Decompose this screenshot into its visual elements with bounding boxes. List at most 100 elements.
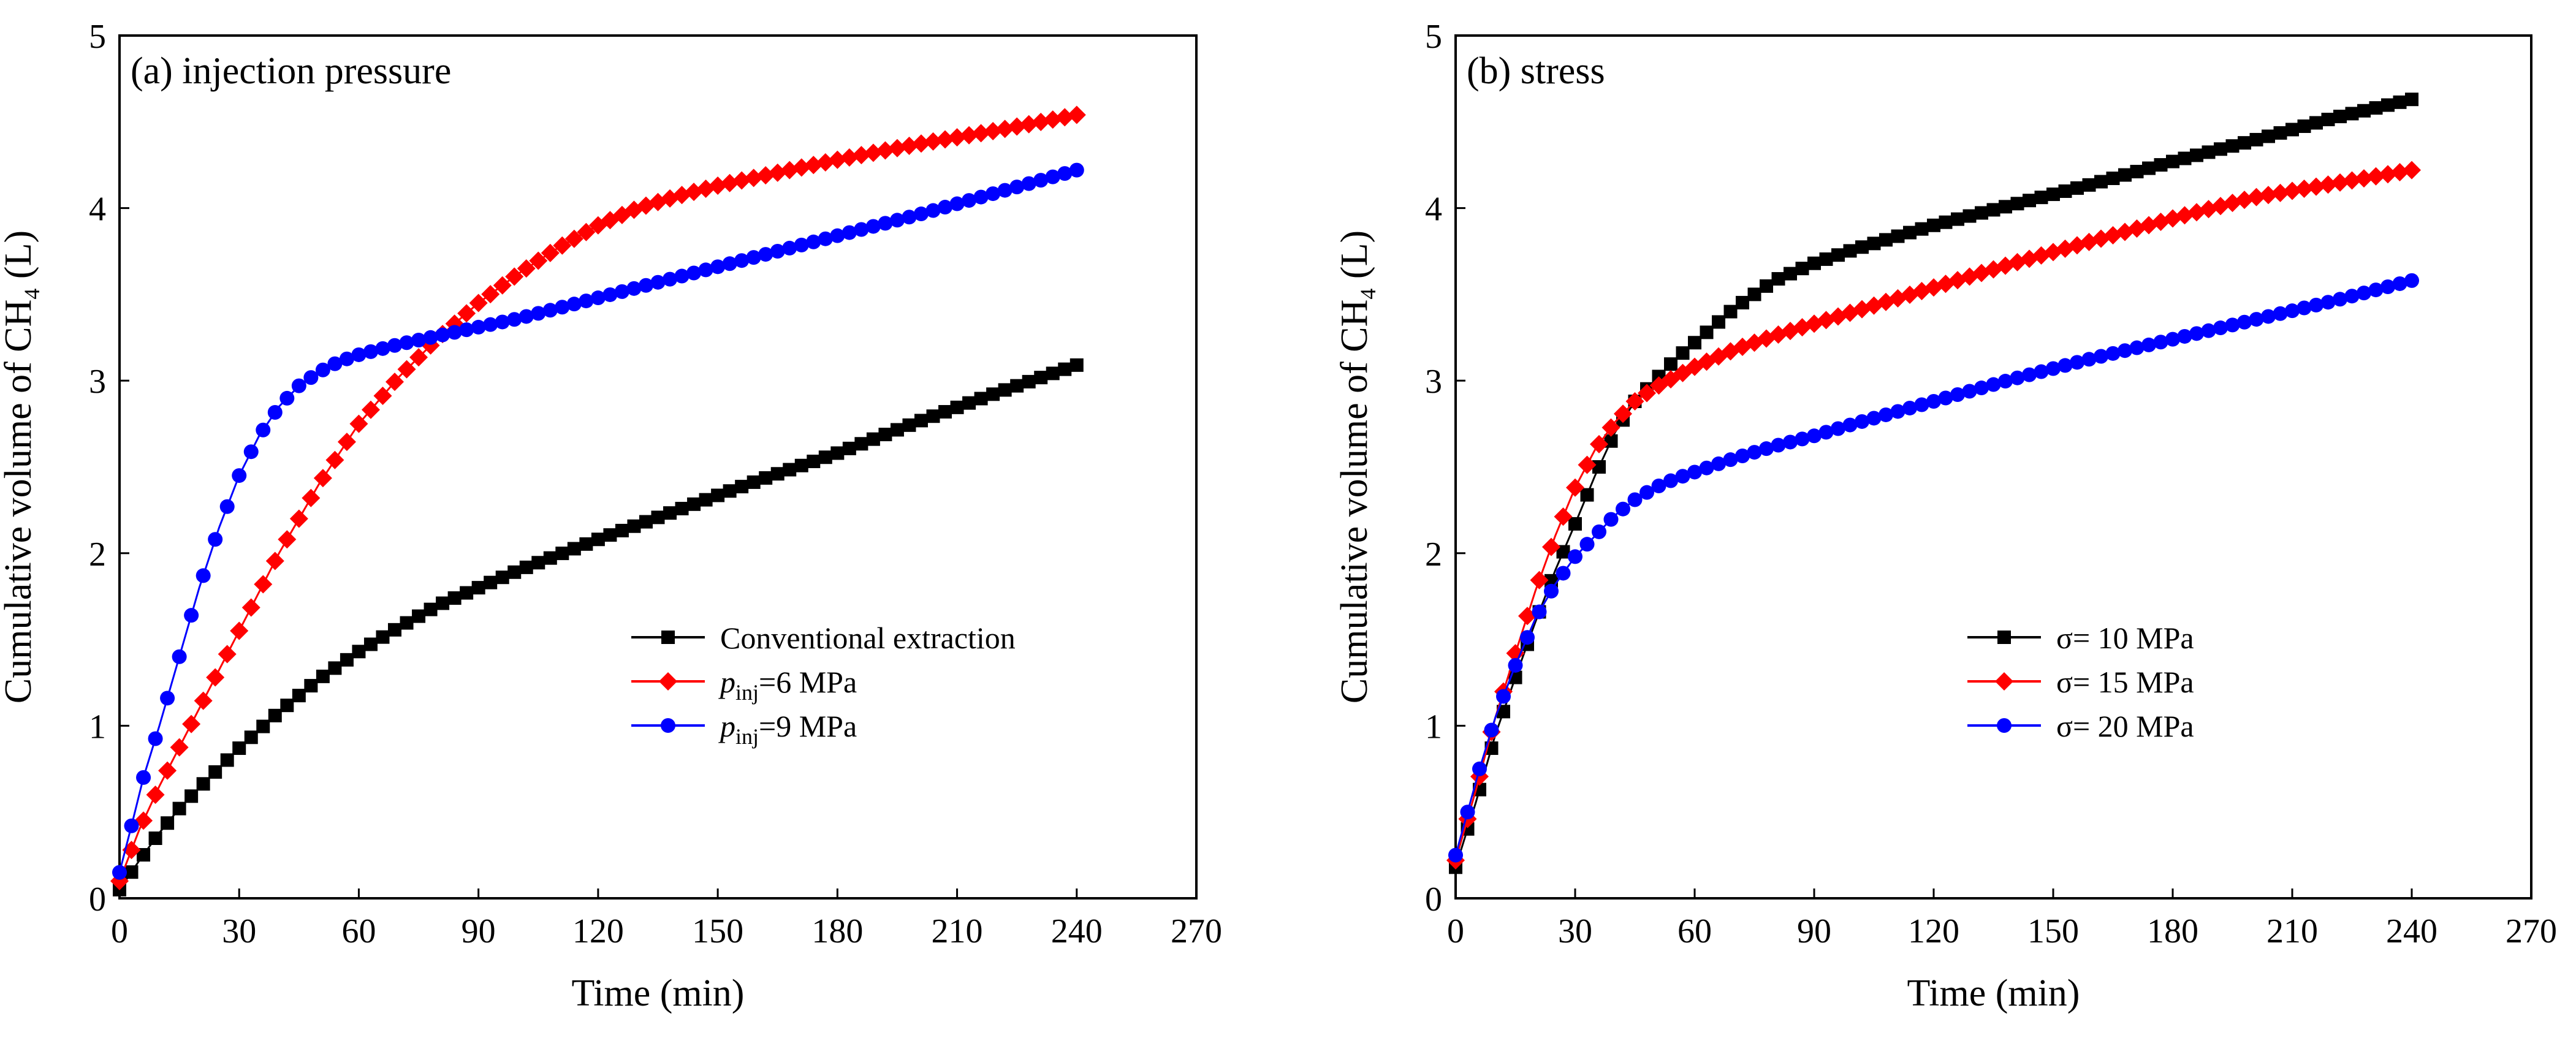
data-point xyxy=(949,196,965,211)
x-tick-label: 180 xyxy=(811,912,863,950)
data-point xyxy=(1962,209,1977,223)
data-point xyxy=(1033,173,1049,188)
data-point xyxy=(424,602,438,616)
data-point xyxy=(328,661,342,675)
data-point xyxy=(830,228,845,243)
data-point xyxy=(1664,357,1677,371)
data-point xyxy=(459,322,474,338)
data-point xyxy=(2331,173,2349,192)
data-point xyxy=(244,730,258,744)
data-point xyxy=(2058,184,2072,199)
legend-label: Conventional extraction xyxy=(720,621,1016,655)
data-point xyxy=(1566,478,1584,497)
data-point xyxy=(241,598,260,617)
data-point xyxy=(1530,570,1549,589)
data-point xyxy=(339,351,354,366)
data-point xyxy=(2381,98,2395,112)
x-tick-label: 90 xyxy=(1797,912,1831,950)
data-point xyxy=(2297,300,2312,316)
data-point xyxy=(2345,107,2359,121)
data-point xyxy=(854,222,869,237)
data-point xyxy=(124,865,139,879)
data-point xyxy=(995,119,1014,138)
data-point xyxy=(2273,126,2287,140)
data-point xyxy=(1067,105,1086,124)
data-point xyxy=(1556,545,1570,559)
data-point xyxy=(2010,370,2025,385)
data-point xyxy=(352,645,366,659)
data-point xyxy=(137,848,151,862)
data-point xyxy=(412,609,426,623)
data-point xyxy=(2262,129,2275,143)
data-point xyxy=(267,405,283,420)
legend-label: σ= 20 MPa xyxy=(2056,709,2194,743)
data-point xyxy=(948,128,967,147)
data-point xyxy=(1579,537,1595,552)
data-point xyxy=(1070,358,1084,372)
data-point xyxy=(291,378,306,393)
data-point xyxy=(878,428,892,442)
data-point xyxy=(457,304,476,323)
data-point xyxy=(639,515,653,529)
data-point xyxy=(1580,488,1594,502)
plot-frame xyxy=(1454,34,2532,900)
data-point xyxy=(1831,248,1845,262)
data-point xyxy=(1592,524,1606,539)
data-point xyxy=(2201,323,2216,338)
data-point xyxy=(1771,272,1785,286)
x-tick-label: 30 xyxy=(222,912,256,950)
data-point xyxy=(638,278,653,293)
data-point xyxy=(2189,326,2204,341)
data-point xyxy=(627,519,641,533)
legend-label-text: σ= 20 MPa xyxy=(2056,709,2194,743)
data-point xyxy=(1568,517,1582,531)
series-0-0 xyxy=(113,358,1084,896)
y-tick-label: 4 xyxy=(89,191,106,229)
data-point xyxy=(375,341,390,356)
data-point xyxy=(807,454,821,468)
data-point xyxy=(243,444,259,460)
data-point xyxy=(1544,583,1559,599)
legend-label-text: σ= 10 MPa xyxy=(2056,621,2194,655)
data-point xyxy=(746,250,761,265)
data-point xyxy=(2357,104,2371,118)
data-point xyxy=(232,468,247,483)
data-point xyxy=(1639,485,1654,500)
data-point xyxy=(984,122,1003,141)
data-point xyxy=(1771,438,1786,453)
data-point xyxy=(1601,418,1620,437)
data-point xyxy=(925,203,941,218)
data-point xyxy=(2237,314,2252,330)
series-line xyxy=(118,169,1077,873)
data-point xyxy=(292,689,306,703)
data-point xyxy=(230,621,249,640)
data-point xyxy=(1890,404,1905,419)
data-point xyxy=(1699,460,1714,475)
data-point xyxy=(2154,158,2168,172)
legend-label-suffix: =9 MPa xyxy=(759,709,857,743)
data-point xyxy=(794,237,809,252)
data-point xyxy=(1711,456,1726,471)
plot-frame xyxy=(118,34,1198,900)
data-point xyxy=(1842,417,1858,433)
data-point xyxy=(770,467,785,481)
data-point xyxy=(663,506,677,520)
panel-title: (b) stress xyxy=(1467,50,1605,92)
data-point xyxy=(602,287,618,302)
legend-marker xyxy=(1997,631,2011,644)
data-point xyxy=(194,691,213,710)
y-axis-label: Cumulative volume of CH4 (L) xyxy=(1334,230,1380,703)
data-point xyxy=(1903,225,1917,240)
data-point xyxy=(1675,469,1690,484)
data-point xyxy=(1879,407,1893,422)
data-point xyxy=(759,471,773,485)
data-point xyxy=(541,243,560,262)
data-point xyxy=(1867,237,1881,251)
data-point xyxy=(651,510,665,525)
data-point xyxy=(2190,148,2203,162)
chart-panel-stress: 0 30 60 90 120 150 180 210 240 270 0 1 2 3 4 5 (b) stres… xyxy=(1334,18,2557,1014)
data-point xyxy=(2333,292,2347,307)
data-point xyxy=(447,591,462,605)
data-point xyxy=(732,171,751,190)
series-line xyxy=(1454,169,2412,861)
